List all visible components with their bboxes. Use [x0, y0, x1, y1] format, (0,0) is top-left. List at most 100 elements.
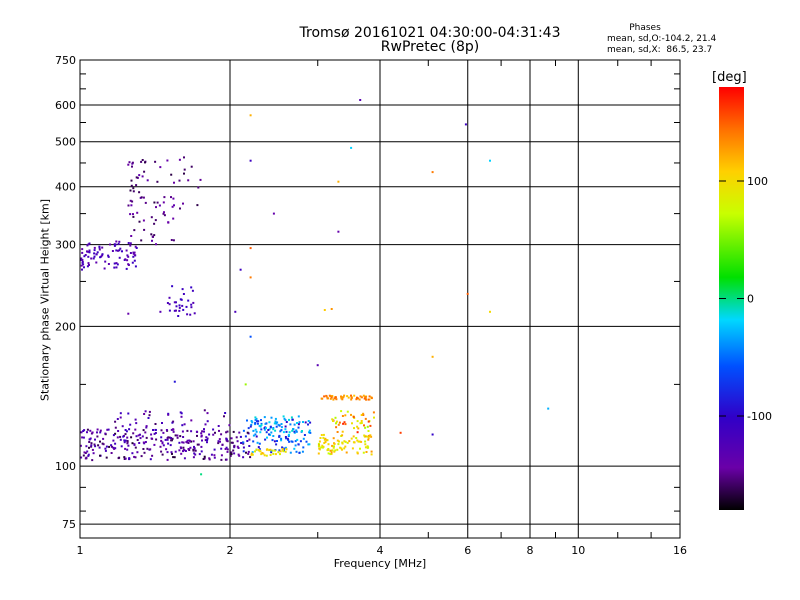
data-point: [273, 422, 276, 425]
data-point: [182, 441, 185, 444]
y-tick-label: 300: [55, 239, 76, 252]
data-point: [143, 451, 146, 454]
data-point: [255, 435, 258, 438]
data-point: [161, 422, 163, 424]
data-point: [213, 456, 216, 459]
data-point: [399, 431, 402, 434]
data-point: [110, 452, 113, 454]
data-point: [153, 222, 156, 225]
data-point: [87, 453, 90, 456]
data-point: [167, 413, 170, 416]
data-point: [113, 266, 116, 269]
data-point: [141, 159, 144, 161]
data-point: [251, 451, 254, 454]
data-point: [190, 306, 193, 309]
data-point: [319, 437, 322, 439]
data-point: [170, 439, 173, 442]
data-point: [103, 267, 106, 270]
data-point: [183, 156, 185, 159]
data-point: [335, 398, 338, 401]
data-point: [130, 436, 133, 439]
y-tick-label: 750: [55, 54, 76, 67]
data-point: [288, 440, 291, 443]
data-point: [136, 211, 139, 214]
data-point: [355, 398, 358, 401]
data-point: [218, 438, 221, 441]
data-point: [332, 446, 335, 449]
data-point: [192, 456, 195, 459]
data-point: [149, 448, 152, 451]
data-point: [115, 240, 118, 243]
data-point: [136, 451, 139, 454]
data-point: [321, 397, 324, 400]
data-point: [323, 309, 326, 311]
data-point: [124, 429, 127, 431]
data-point: [197, 443, 200, 446]
data-point: [248, 438, 251, 441]
data-point: [162, 444, 165, 447]
data-point: [265, 448, 268, 451]
data-point: [338, 440, 340, 443]
data-point: [356, 420, 359, 423]
data-point: [163, 214, 166, 217]
data-point: [181, 430, 184, 433]
data-point: [317, 452, 320, 455]
data-point: [254, 433, 257, 436]
data-point: [356, 396, 358, 399]
data-point: [259, 425, 262, 428]
data-point: [173, 181, 175, 184]
data-point: [337, 230, 340, 233]
data-point: [190, 430, 193, 433]
data-point: [350, 398, 353, 401]
data-point: [151, 454, 154, 457]
data-point: [333, 445, 335, 448]
data-point: [80, 456, 83, 459]
data-point: [367, 420, 370, 423]
data-point: [149, 458, 152, 461]
data-point: [189, 446, 192, 449]
data-point: [281, 448, 284, 450]
data-point: [191, 289, 194, 292]
data-point: [143, 413, 146, 415]
data-point: [162, 212, 165, 215]
data-point: [332, 420, 334, 422]
data-point: [303, 434, 306, 436]
data-point: [346, 395, 349, 398]
data-point: [251, 421, 254, 424]
data-point: [256, 441, 259, 444]
data-point: [249, 425, 252, 428]
data-point: [80, 431, 83, 434]
data-point: [115, 266, 118, 269]
data-point: [94, 438, 96, 441]
data-point: [220, 447, 223, 450]
data-point: [173, 301, 176, 304]
data-point: [290, 440, 293, 443]
data-point: [297, 415, 300, 418]
data-point: [82, 263, 85, 266]
data-point: [124, 433, 127, 436]
data-point: [168, 309, 171, 312]
data-point: [139, 437, 142, 440]
data-point: [166, 451, 169, 454]
data-point: [225, 431, 228, 434]
data-point: [309, 431, 312, 434]
data-point: [155, 438, 158, 441]
data-point: [279, 453, 281, 456]
data-point: [137, 434, 140, 437]
data-point: [260, 428, 263, 431]
data-point: [189, 440, 192, 443]
data-point: [154, 160, 157, 163]
data-point: [431, 433, 434, 436]
data-point: [272, 212, 275, 215]
data-point: [160, 450, 163, 453]
data-point: [280, 423, 283, 425]
data-point: [134, 428, 137, 431]
data-point: [359, 99, 362, 101]
data-point: [284, 419, 287, 422]
data-point: [255, 417, 258, 420]
data-point: [174, 450, 177, 453]
data-point: [268, 449, 271, 452]
data-point: [360, 440, 363, 443]
data-point: [136, 176, 139, 179]
data-point: [99, 440, 101, 443]
